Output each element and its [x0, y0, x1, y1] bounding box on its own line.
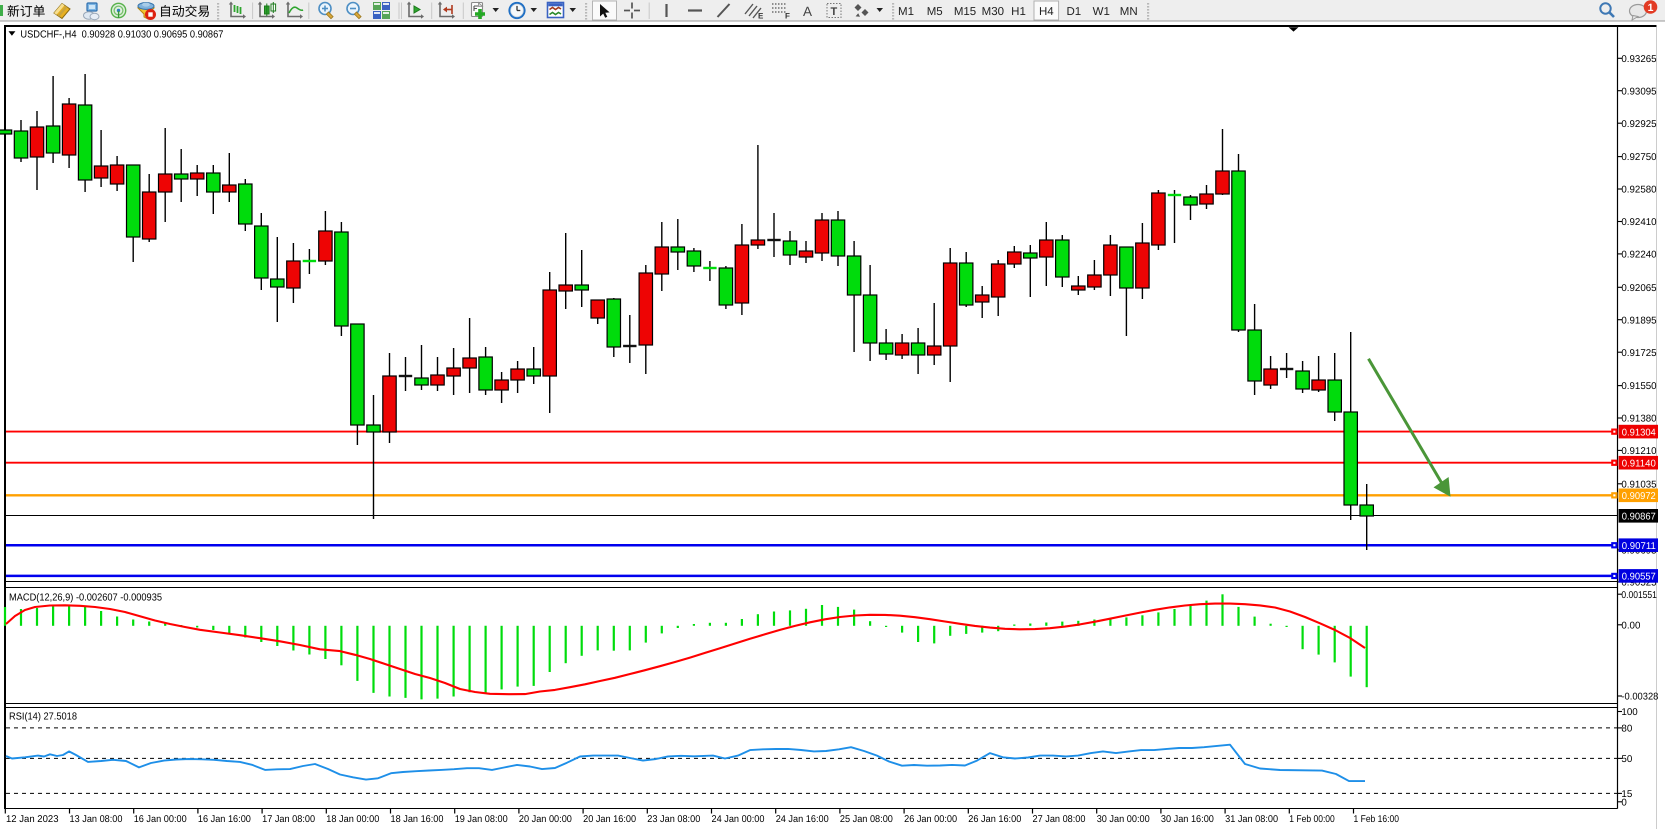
svg-text:19 Jan 08:00: 19 Jan 08:00 [455, 814, 509, 825]
svg-text:0.93095: 0.93095 [1621, 86, 1657, 97]
svg-text:0.93265: 0.93265 [1621, 54, 1657, 65]
svg-text:25 Jan 08:00: 25 Jan 08:00 [840, 814, 894, 825]
svg-text:A: A [803, 4, 812, 19]
svg-text:1 Feb 00:00: 1 Feb 00:00 [1289, 814, 1335, 825]
svg-text:0.91895: 0.91895 [1621, 315, 1657, 326]
svg-text:M1: M1 [898, 6, 914, 18]
svg-text:0.92410: 0.92410 [1621, 217, 1657, 228]
svg-text:0: 0 [1621, 797, 1627, 808]
svg-text:0.90525: 0.90525 [1621, 578, 1657, 589]
svg-text:31 Jan 08:00: 31 Jan 08:00 [1225, 814, 1279, 825]
svg-text:1 Feb 16:00: 1 Feb 16:00 [1354, 814, 1400, 825]
svg-text:24 Jan 16:00: 24 Jan 16:00 [776, 814, 830, 825]
svg-text:H4: H4 [1039, 6, 1054, 18]
svg-text:0.90867: 0.90867 [1622, 512, 1656, 523]
svg-text:100: 100 [1621, 707, 1638, 718]
svg-text:30 Jan 16:00: 30 Jan 16:00 [1161, 814, 1215, 825]
svg-text:0.90972: 0.90972 [1622, 491, 1656, 502]
svg-text:H1: H1 [1011, 6, 1026, 18]
svg-text:0.00: 0.00 [1621, 620, 1641, 631]
svg-text:80: 80 [1621, 724, 1632, 735]
svg-text:16 Jan 00:00: 16 Jan 00:00 [134, 814, 188, 825]
svg-text:USDCHF-,H4 0.90928 0.91030 0.: USDCHF-,H4 0.90928 0.91030 0.90695 0.908… [20, 29, 223, 40]
svg-text:23 Jan 08:00: 23 Jan 08:00 [647, 814, 701, 825]
svg-text:18 Jan 00:00: 18 Jan 00:00 [326, 814, 380, 825]
svg-text:0.91304: 0.91304 [1622, 427, 1657, 438]
svg-text:24 Jan 00:00: 24 Jan 00:00 [712, 814, 766, 825]
svg-text:M15: M15 [954, 6, 976, 18]
svg-text:26 Jan 16:00: 26 Jan 16:00 [968, 814, 1022, 825]
svg-text:20 Jan 00:00: 20 Jan 00:00 [519, 814, 573, 825]
svg-text:0.92580: 0.92580 [1621, 185, 1657, 196]
svg-text:F: F [785, 12, 790, 21]
svg-text:15: 15 [1621, 789, 1632, 800]
svg-text:27 Jan 08:00: 27 Jan 08:00 [1033, 814, 1087, 825]
svg-text:0.91035: 0.91035 [1621, 479, 1657, 490]
svg-text:D1: D1 [1066, 6, 1081, 18]
svg-text:0.92240: 0.92240 [1621, 250, 1657, 261]
svg-text:0.91210: 0.91210 [1621, 446, 1657, 457]
svg-text:0.91725: 0.91725 [1621, 348, 1657, 359]
svg-text:M30: M30 [982, 6, 1004, 18]
svg-text:MACD(12,26,9) -0.002607 -0.000: MACD(12,26,9) -0.002607 -0.000935 [9, 593, 162, 604]
svg-text:E: E [758, 12, 764, 21]
svg-text:0.91550: 0.91550 [1621, 381, 1657, 392]
svg-text:0.001551: 0.001551 [1621, 590, 1657, 601]
svg-text:12 Jan 2023: 12 Jan 2023 [6, 814, 59, 825]
svg-text:0.92750: 0.92750 [1621, 152, 1657, 163]
svg-text:RSI(14) 27.5018: RSI(14) 27.5018 [9, 712, 77, 723]
svg-text:0.91380: 0.91380 [1621, 414, 1657, 425]
svg-text:-0.00328: -0.00328 [1621, 692, 1659, 703]
svg-text:18 Jan 16:00: 18 Jan 16:00 [391, 814, 445, 825]
svg-text:0.90711: 0.90711 [1622, 541, 1656, 552]
svg-text:M5: M5 [927, 6, 943, 18]
svg-text:13 Jan 08:00: 13 Jan 08:00 [70, 814, 124, 825]
svg-text:MN: MN [1120, 6, 1138, 18]
svg-text:T: T [831, 6, 838, 18]
svg-text:0.90557: 0.90557 [1622, 572, 1656, 583]
svg-text:1: 1 [1648, 2, 1654, 14]
svg-text:50: 50 [1621, 754, 1632, 765]
svg-text:26 Jan 00:00: 26 Jan 00:00 [904, 814, 958, 825]
svg-text:0.92065: 0.92065 [1621, 283, 1657, 294]
svg-text:W1: W1 [1093, 6, 1110, 18]
svg-text:30 Jan 00:00: 30 Jan 00:00 [1097, 814, 1151, 825]
svg-text:20 Jan 16:00: 20 Jan 16:00 [583, 814, 637, 825]
svg-text:16 Jan 16:00: 16 Jan 16:00 [198, 814, 252, 825]
svg-text:17 Jan 08:00: 17 Jan 08:00 [262, 814, 316, 825]
svg-text:0.92925: 0.92925 [1621, 119, 1657, 130]
svg-text:0.91140: 0.91140 [1622, 458, 1657, 469]
